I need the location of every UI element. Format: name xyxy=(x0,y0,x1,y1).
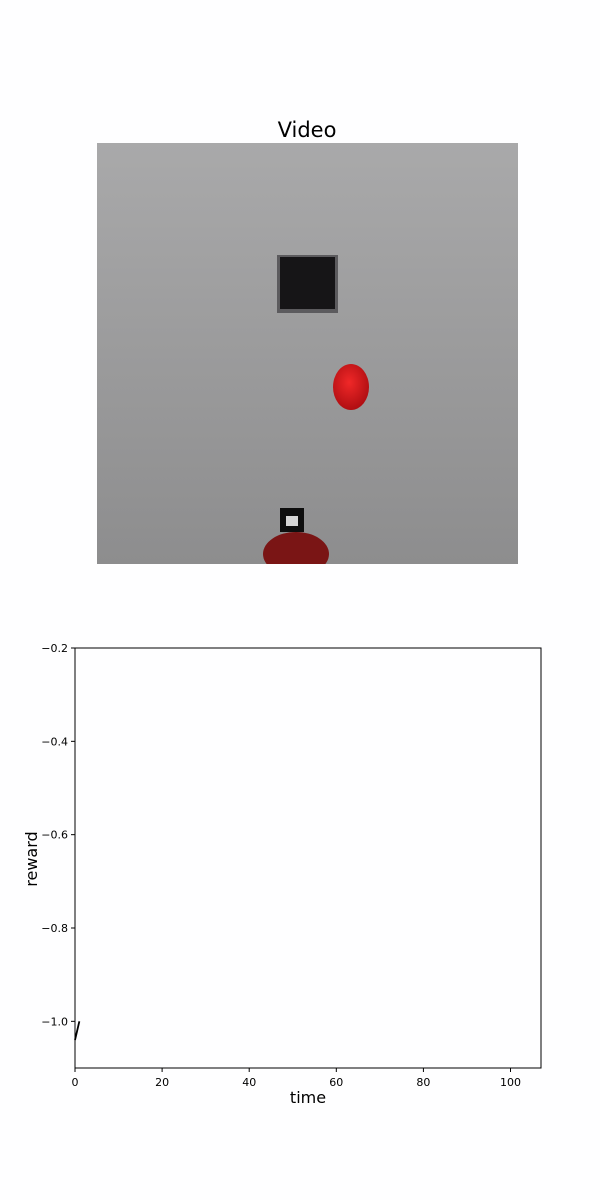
y-tick-label: −0.2 xyxy=(41,642,68,655)
video-frame xyxy=(97,143,518,576)
plot-area xyxy=(75,648,541,1068)
y-tick-label: −0.4 xyxy=(41,735,68,748)
robot-gripper-slot xyxy=(286,516,298,526)
x-axis-label: time xyxy=(290,1088,326,1107)
y-tick-label: −1.0 xyxy=(41,1015,68,1028)
x-tick-label: 80 xyxy=(416,1076,430,1089)
red-ball xyxy=(333,364,369,410)
reward-chart: 0 20 40 60 80 100 −0.2 −0.4 −0.6 −0.8 −1.0 time r… xyxy=(22,642,541,1107)
y-axis-ticks: −0.2 −0.4 −0.6 −0.8 −1.0 xyxy=(41,642,75,1028)
dark-block-top xyxy=(280,257,335,309)
y-tick-label: −0.6 xyxy=(41,829,68,842)
robot-base xyxy=(263,532,329,576)
x-tick-label: 40 xyxy=(242,1076,256,1089)
y-axis-label: reward xyxy=(22,831,41,886)
y-tick-label: −0.8 xyxy=(41,922,68,935)
x-axis-ticks: 0 20 40 60 80 100 xyxy=(72,1068,522,1089)
x-tick-label: 20 xyxy=(155,1076,169,1089)
video-title: Video xyxy=(278,118,337,142)
x-tick-label: 0 xyxy=(72,1076,79,1089)
x-tick-label: 100 xyxy=(500,1076,521,1089)
video-floor xyxy=(97,143,518,564)
x-tick-label: 60 xyxy=(329,1076,343,1089)
